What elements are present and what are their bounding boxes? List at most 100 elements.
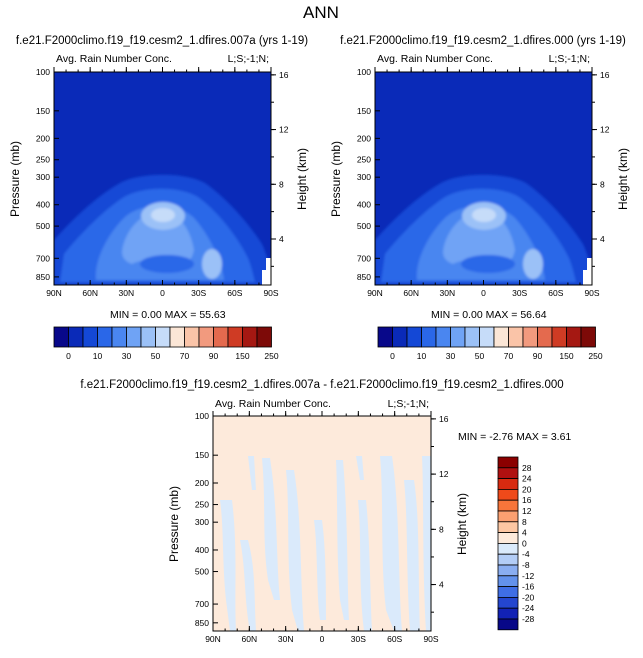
y-tick-label: 150: [357, 106, 371, 116]
y-tick-label: 250: [195, 500, 209, 510]
colorbar-swatch: [497, 543, 519, 555]
colorbar-swatch: [126, 326, 142, 348]
y-right-tick-label: 16: [600, 70, 610, 80]
x-tick-label: 60N: [403, 288, 419, 298]
below-ground-mask: [583, 258, 592, 285]
colorbar-label: -24: [522, 603, 535, 613]
x-tick-label: 30N: [119, 288, 135, 298]
colorbar-label: 150: [235, 351, 249, 361]
negative-streak: [262, 458, 280, 600]
panel-diff-ylabel: Pressure (mb): [167, 486, 181, 562]
negative-streak: [314, 520, 326, 620]
colorbar-swatch: [140, 326, 156, 348]
y-tick-label: 250: [36, 155, 50, 165]
colorbar-swatch: [227, 326, 243, 348]
y-tick-label: 100: [36, 67, 50, 77]
y-tick-label: 100: [357, 67, 371, 77]
panel-left-ylabel: Pressure (mb): [8, 141, 22, 217]
panel-right-ylabel: Pressure (mb): [329, 141, 343, 217]
y-right-tick-label: 4: [279, 234, 284, 244]
y-tick-label: 100: [195, 411, 209, 421]
contour-band-7: [461, 255, 515, 273]
x-tick-label: 30S: [512, 288, 527, 298]
y-tick-label: 200: [195, 478, 209, 488]
colorbar-swatch: [53, 326, 69, 348]
colorbar-label: 90: [209, 351, 219, 361]
colorbar-swatch: [169, 326, 185, 348]
colorbar-label: 0: [66, 351, 71, 361]
colorbar-label: 70: [180, 351, 190, 361]
x-tick-label: 60N: [82, 288, 98, 298]
colorbar-label: 10: [417, 351, 427, 361]
colorbar-swatch: [377, 326, 393, 348]
x-tick-label: 0: [320, 634, 325, 644]
y-tick-label: 300: [36, 172, 50, 182]
panel-right: f.e21.F2000climo.f19_f19.cesm2_1.dfires.…: [329, 35, 630, 361]
panel-diff-subtitle: Avg. Rain Number Conc.: [215, 398, 331, 410]
panel-diff-units: L;S;-1;N;: [388, 398, 429, 410]
y-right-tick-label: 16: [279, 70, 289, 80]
colorbar-label: 250: [588, 351, 602, 361]
colorbar-swatch: [497, 597, 519, 609]
panel-left-heatmap: [54, 72, 271, 285]
y-tick-label: 400: [195, 545, 209, 555]
y-right-tick-label: 8: [279, 179, 284, 189]
colorbar-swatch: [213, 326, 229, 348]
negative-streak: [380, 456, 402, 631]
colorbar-swatch: [111, 326, 127, 348]
x-tick-label: 30S: [191, 288, 206, 298]
colorbar-label: 8: [522, 517, 527, 527]
negative-streak: [336, 460, 349, 620]
colorbar-label: -12: [522, 571, 535, 581]
panel-diff-ylabel-right: Height (km): [455, 493, 469, 555]
negative-streak: [358, 500, 372, 631]
y-tick-label: 300: [195, 517, 209, 527]
x-tick-label: 90S: [584, 288, 599, 298]
panel-right-min-label: MIN = 0.00 MAX = 56.64: [431, 309, 547, 321]
y-right-tick-label: 16: [439, 414, 449, 424]
negative-streak: [240, 540, 256, 631]
contour-band-8: [523, 249, 543, 279]
colorbar-swatch: [479, 326, 495, 348]
x-tick-label: 30N: [278, 634, 294, 644]
contour-band-6: [151, 208, 175, 222]
negative-streak: [356, 456, 364, 480]
colorbar-label: -28: [522, 614, 535, 624]
negative-streak: [248, 456, 256, 490]
y-tick-label: 700: [195, 599, 209, 609]
colorbar-label: 4: [522, 528, 527, 538]
colorbar-swatch: [497, 618, 519, 631]
negative-streak: [404, 480, 420, 631]
colorbar-swatch: [497, 521, 519, 533]
y-right-tick-label: 12: [600, 125, 610, 135]
panel-diff-min-label: MIN = -2.76 MAX = 3.61: [458, 431, 571, 443]
y-tick-label: 300: [357, 172, 371, 182]
colorbar-label: 0: [522, 538, 527, 548]
y-tick-label: 700: [36, 253, 50, 263]
colorbar-swatch: [497, 488, 519, 501]
panel-right-subtitle: Avg. Rain Number Conc.: [377, 53, 493, 65]
below-ground-mask: [262, 258, 271, 285]
panel-right-heatmap: [375, 72, 592, 285]
colorbar-swatch: [497, 456, 519, 469]
panel-right-colorbar: 0 10 30 50 70 90 150 250: [377, 326, 603, 361]
y-tick-label: 850: [357, 272, 371, 282]
colorbar-swatch: [493, 326, 509, 348]
colorbar-swatch: [537, 326, 553, 348]
y-tick-label: 400: [357, 200, 371, 210]
colorbar-swatch: [242, 326, 258, 348]
panel-left-units: L;S;-1;N;: [228, 53, 269, 65]
panel-left: f.e21.F2000climo.f19_f19.cesm2_1.dfires.…: [8, 35, 309, 361]
x-tick-label: 30S: [351, 634, 366, 644]
colorbar-label: -8: [522, 560, 530, 570]
page-title: ANN: [303, 3, 339, 22]
x-tick-label: 90N: [46, 288, 62, 298]
colorbar-swatch: [497, 586, 519, 598]
y-tick-label: 150: [195, 450, 209, 460]
y-tick-label: 700: [357, 253, 371, 263]
colorbar-swatch: [497, 499, 519, 512]
colorbar-label: -4: [522, 549, 530, 559]
colorbar-swatch: [97, 326, 113, 348]
colorbar-swatch: [256, 326, 272, 348]
